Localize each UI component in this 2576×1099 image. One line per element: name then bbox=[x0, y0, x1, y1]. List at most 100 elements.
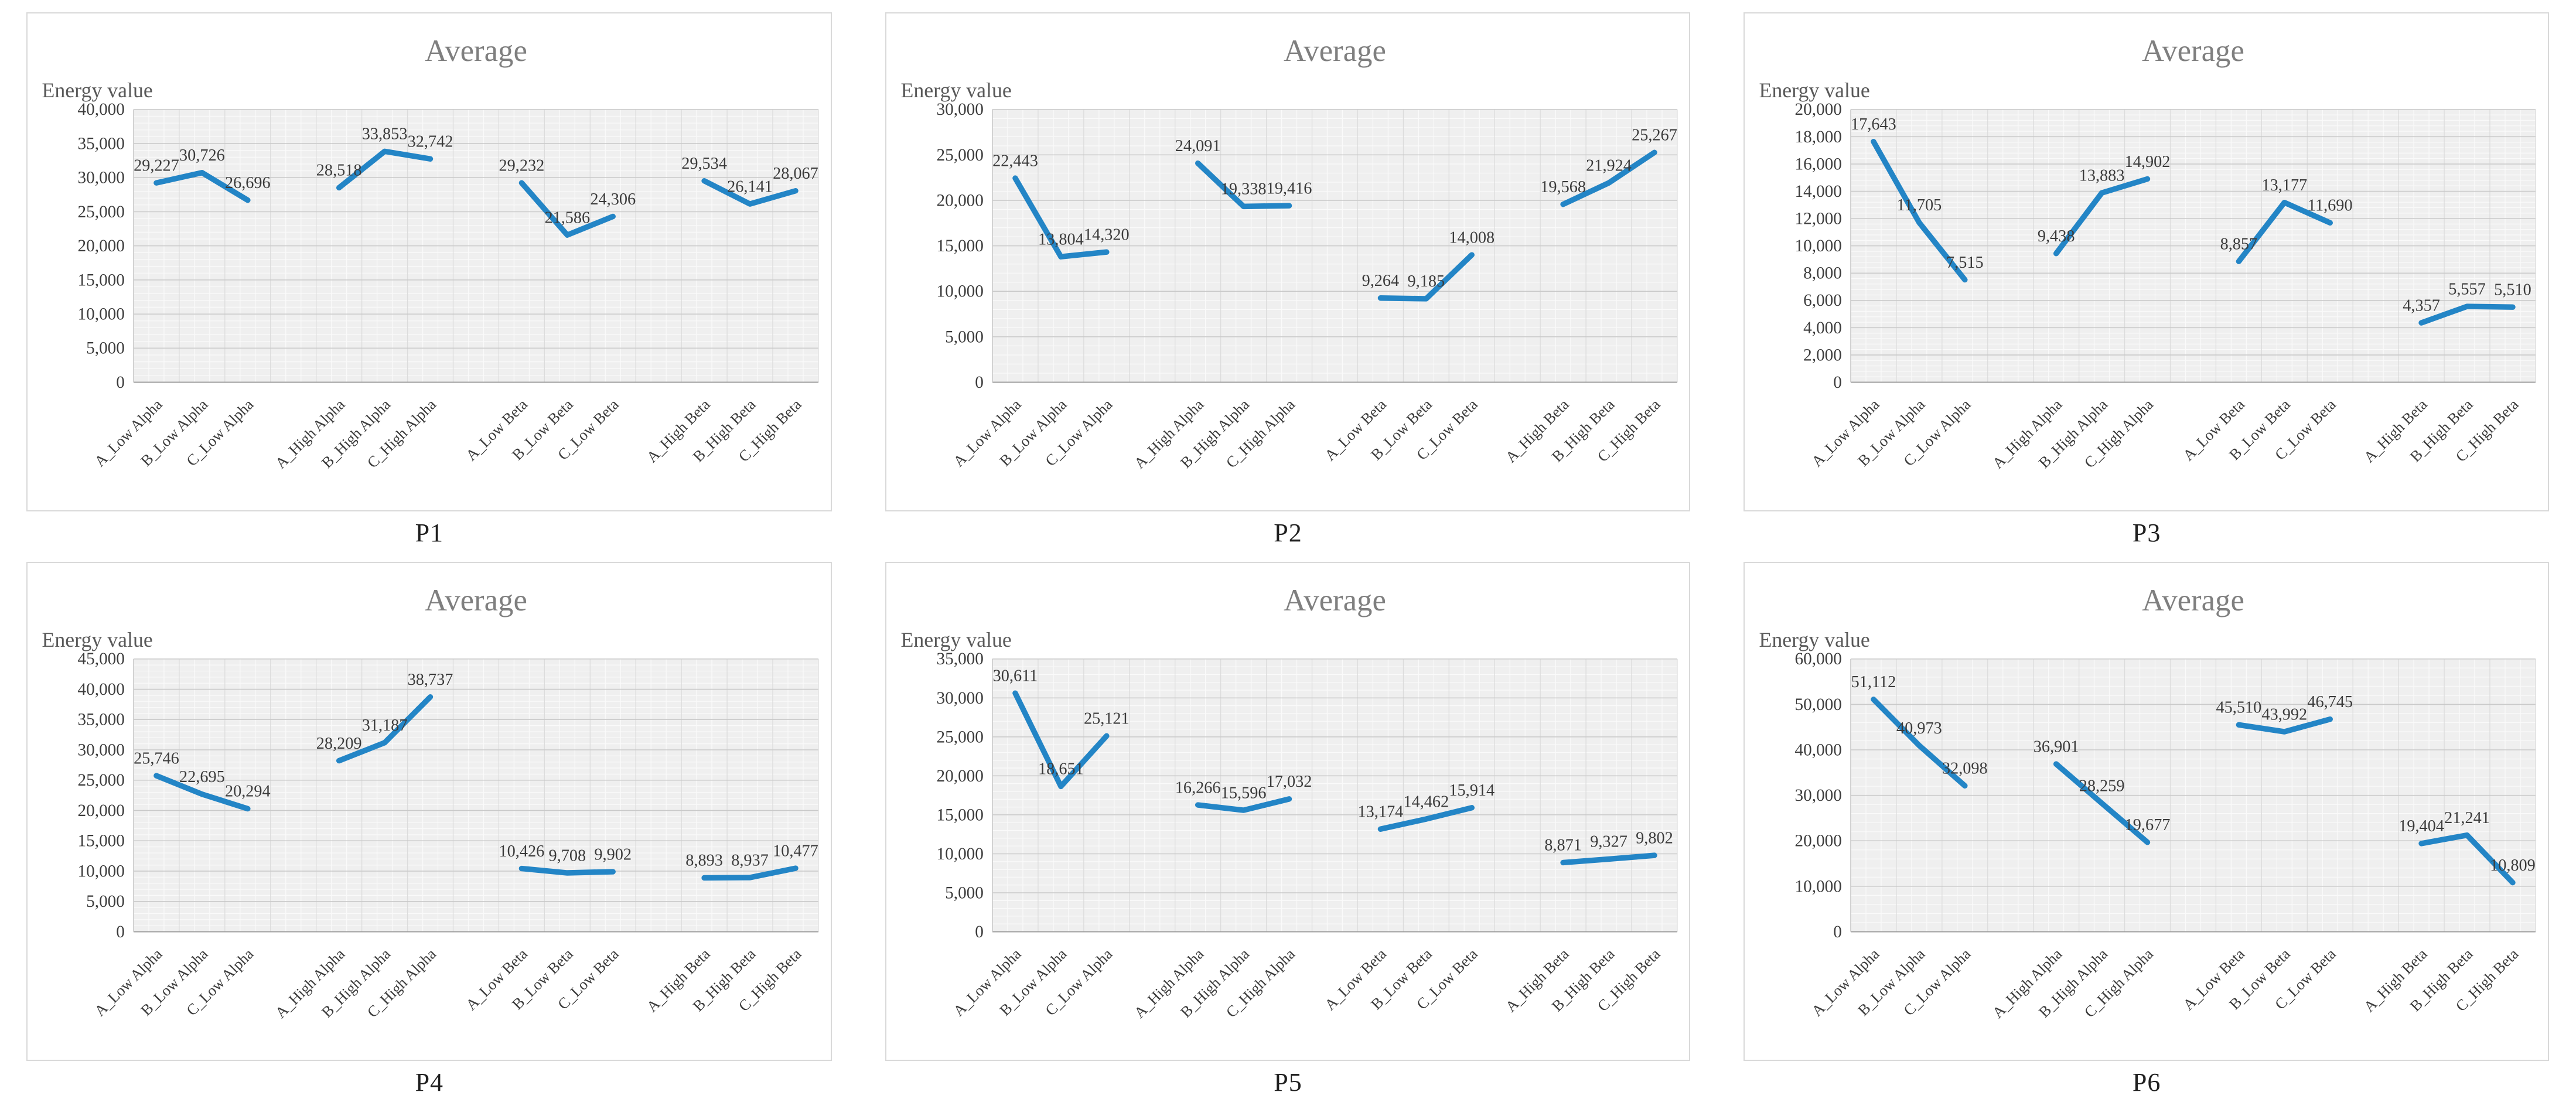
y-tick-label: 25,000 bbox=[936, 146, 983, 165]
y-tick-label: 15,000 bbox=[78, 832, 125, 851]
data-label: 13,174 bbox=[1357, 803, 1403, 821]
series-line-segment bbox=[518, 865, 616, 876]
data-label: 17,643 bbox=[1851, 115, 1896, 134]
chart-cell-p1: 0 5,000 10,000 15,000 20,000 25,000 30,000 35,0… bbox=[23, 9, 835, 547]
y-tick-label: 16,000 bbox=[1795, 155, 1842, 173]
chart-cell-p3: 0 2,000 4,000 6,000 8,000 10,000 12,000 14,000 1… bbox=[1741, 9, 2553, 547]
series-line-segment bbox=[153, 170, 251, 203]
data-label: 38,737 bbox=[408, 671, 453, 689]
y-tick-label: 30,000 bbox=[936, 689, 983, 708]
y-tick-label: 10,000 bbox=[1795, 237, 1842, 255]
data-label: 19,677 bbox=[2125, 816, 2171, 834]
chart-frame: 0 5,000 10,000 15,000 20,000 25,000 30,000 35,0… bbox=[885, 562, 1691, 1061]
data-label: 14,462 bbox=[1403, 793, 1449, 811]
chart-title: Average bbox=[2142, 34, 2244, 68]
series-line-segment bbox=[2053, 761, 2151, 845]
chart-title: Average bbox=[1284, 34, 1386, 68]
y-tick-label: 45,000 bbox=[78, 650, 125, 668]
data-label: 28,067 bbox=[773, 165, 818, 183]
y-axis-label: Energy value bbox=[1759, 78, 1870, 102]
data-label: 5,557 bbox=[2449, 280, 2486, 298]
chart-cell-p4: 0 5,000 10,000 15,000 20,000 25,000 30,000 35,0… bbox=[23, 559, 835, 1097]
y-tick-label: 40,000 bbox=[78, 680, 125, 699]
y-tick-label: 25,000 bbox=[78, 771, 125, 790]
data-label: 25,121 bbox=[1084, 710, 1130, 728]
plot-area bbox=[133, 658, 818, 932]
data-label: 43,992 bbox=[2262, 705, 2308, 723]
y-axis-label: Energy value bbox=[1759, 628, 1870, 651]
data-label: 14,902 bbox=[2125, 153, 2171, 171]
data-label: 29,232 bbox=[499, 156, 545, 175]
data-label: 19,404 bbox=[2399, 817, 2445, 835]
chart-cell-p5: 0 5,000 10,000 15,000 20,000 25,000 30,000 35,0… bbox=[882, 559, 1694, 1097]
series-line-segment bbox=[2053, 176, 2151, 257]
data-label: 8,937 bbox=[731, 851, 769, 869]
y-axis-label: Energy value bbox=[900, 628, 1011, 651]
chart-frame: 0 2,000 4,000 6,000 8,000 10,000 12,000 14,000 1… bbox=[1744, 12, 2549, 511]
y-tick-label: 25,000 bbox=[936, 728, 983, 746]
data-label: 32,098 bbox=[1942, 760, 1988, 778]
y-tick-label: 40,000 bbox=[78, 100, 125, 119]
data-label: 29,534 bbox=[681, 155, 727, 173]
data-label: 18,651 bbox=[1038, 760, 1084, 779]
y-tick-label: 8,000 bbox=[1803, 264, 1842, 283]
chart-title: Average bbox=[425, 583, 527, 617]
line-chart-p3: 0 2,000 4,000 6,000 8,000 10,000 12,000 14,000 1… bbox=[1759, 34, 2536, 472]
y-tick-label: 0 bbox=[975, 923, 984, 941]
plot-area bbox=[992, 658, 1677, 932]
data-label: 5,510 bbox=[2494, 281, 2531, 299]
data-label: 19,568 bbox=[1540, 178, 1586, 196]
y-tick-label: 2,000 bbox=[1803, 346, 1842, 364]
data-label: 28,518 bbox=[316, 162, 362, 180]
line-chart-p4: 0 5,000 10,000 15,000 20,000 25,000 30,000 35,0… bbox=[42, 583, 819, 1022]
data-label: 9,902 bbox=[594, 845, 632, 864]
y-tick-label: 40,000 bbox=[1795, 740, 1842, 759]
data-label: 11,705 bbox=[1897, 196, 1942, 214]
data-label: 13,883 bbox=[2079, 167, 2125, 185]
data-label: 9,327 bbox=[1590, 833, 1628, 851]
data-label: 19,416 bbox=[1266, 179, 1312, 197]
data-label: 4,357 bbox=[2403, 296, 2441, 315]
chart-caption: P1 bbox=[415, 518, 444, 547]
chart-frame: 0 5,000 10,000 15,000 20,000 25,000 30,000 35,0… bbox=[26, 562, 832, 1061]
y-tick-label: 10,000 bbox=[936, 282, 983, 301]
y-tick-label: 10,000 bbox=[78, 305, 125, 324]
chart-caption: P3 bbox=[2132, 518, 2161, 547]
data-label: 9,708 bbox=[549, 847, 586, 865]
y-tick-label: 5,000 bbox=[86, 339, 125, 358]
data-label: 25,267 bbox=[1632, 127, 1677, 145]
data-label: 33,853 bbox=[362, 125, 408, 144]
data-label: 36,901 bbox=[2033, 738, 2079, 756]
data-label: 15,914 bbox=[1449, 781, 1495, 800]
series-line-segment bbox=[1560, 852, 1657, 866]
y-tick-label: 35,000 bbox=[78, 711, 125, 729]
chart-frame: 0 10,000 20,000 30,000 40,000 50,000 60,000 51,… bbox=[1744, 562, 2549, 1061]
series-line-segment bbox=[336, 694, 434, 764]
y-tick-label: 20,000 bbox=[1795, 100, 1842, 119]
data-label: 9,438 bbox=[2038, 227, 2075, 245]
y-tick-label: 30,000 bbox=[78, 169, 125, 187]
chart-frame: 0 5,000 10,000 15,000 20,000 25,000 30,000 35,0… bbox=[26, 12, 832, 511]
chart-title: Average bbox=[425, 34, 527, 68]
chart-frame: 0 5,000 10,000 15,000 20,000 25,000 30,000 22,4… bbox=[885, 12, 1691, 511]
chart-title: Average bbox=[1284, 583, 1386, 617]
data-label: 9,264 bbox=[1362, 272, 1399, 290]
y-tick-label: 15,000 bbox=[78, 271, 125, 289]
y-tick-label: 0 bbox=[116, 923, 125, 941]
data-label: 13,804 bbox=[1038, 230, 1084, 248]
y-tick-label: 5,000 bbox=[945, 883, 984, 902]
y-tick-label: 30,000 bbox=[78, 740, 125, 759]
line-chart-p6: 0 10,000 20,000 30,000 40,000 50,000 60,000 51,… bbox=[1759, 583, 2536, 1022]
data-label: 32,742 bbox=[408, 133, 453, 151]
y-tick-label: 20,000 bbox=[936, 191, 983, 210]
data-label: 30,611 bbox=[992, 667, 1038, 685]
series-line-segment bbox=[1871, 697, 1968, 789]
chart-caption: P6 bbox=[2132, 1068, 2161, 1097]
data-label: 45,510 bbox=[2216, 699, 2262, 717]
series-line-segment bbox=[1560, 149, 1657, 207]
data-label: 13,177 bbox=[2262, 176, 2308, 194]
data-label: 46,745 bbox=[2308, 693, 2353, 711]
y-axis-label: Energy value bbox=[900, 78, 1011, 102]
series-line-segment bbox=[701, 178, 799, 207]
data-label: 16,266 bbox=[1175, 779, 1220, 797]
